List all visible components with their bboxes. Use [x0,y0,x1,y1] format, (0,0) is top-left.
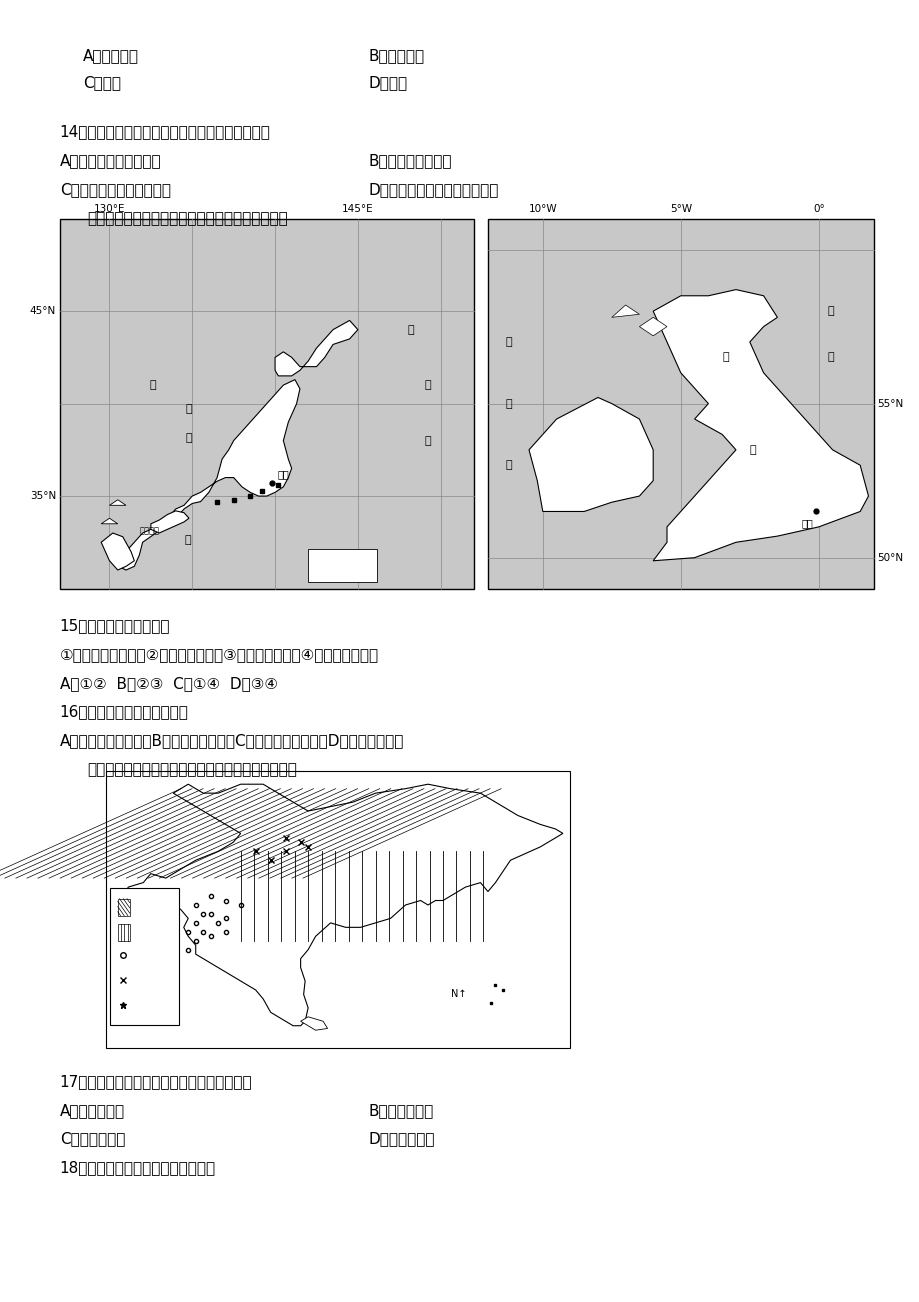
Text: 15．日本和英国均（　）: 15．日本和英国均（ ） [60,618,170,634]
Text: 55°N: 55°N [877,398,903,409]
Text: 太: 太 [407,324,414,335]
Text: 145°E: 145°E [342,203,373,214]
Bar [110,888,179,1025]
Text: 50°N: 50°N [877,552,902,562]
Text: 甲: 甲 [133,896,140,906]
Text: 大: 大 [505,337,512,348]
Text: ⊗工业区: ⊗工业区 [311,553,336,564]
Bar [60,219,473,589]
Text: 16．与日本相比，英国（　）: 16．与日本相比，英国（ ） [60,704,188,720]
Polygon shape [652,289,868,561]
Text: 戊: 戊 [133,996,140,1005]
Polygon shape [639,318,666,336]
Text: 5°W: 5°W [669,203,691,214]
Polygon shape [124,784,562,1026]
Text: 乙: 乙 [133,921,140,931]
Text: A．纬度位置: A．纬度位置 [83,48,139,64]
Polygon shape [114,380,300,570]
Text: 35°N: 35°N [29,491,56,501]
Polygon shape [275,320,357,376]
Polygon shape [109,500,126,505]
Text: 国: 国 [749,445,755,454]
Text: 日: 日 [186,404,192,414]
Polygon shape [611,305,639,318]
Text: 英: 英 [721,353,728,362]
Text: 洋: 洋 [185,535,191,544]
Text: D．洪涝灾害频繁，开发难度大: D．洪涝灾害频繁，开发难度大 [368,182,498,198]
Text: 丙: 丙 [133,945,140,956]
Text: D．丙、甲、乙: D．丙、甲、乙 [368,1131,434,1147]
Text: 读日本与英国的地理位置示意图，完成下面小题。: 读日本与英国的地理位置示意图，完成下面小题。 [87,211,288,227]
Text: A．平原面积较小　　B．植物种类较多　C．多火山、地震　　D．河流流量平稳: A．平原面积较小 B．植物种类较多 C．多火山、地震 D．河流流量平稳 [60,733,403,749]
Text: 下图表示印度主要农作物分布，据此完成下列各题。: 下图表示印度主要农作物分布，据此完成下列各题。 [87,762,297,777]
Text: 海: 海 [826,353,833,362]
Text: C．乙、甲、丙: C．乙、甲、丙 [60,1131,125,1147]
Bar [487,219,873,589]
Polygon shape [101,533,134,570]
Text: 濑户内海: 濑户内海 [140,527,160,535]
Text: 洋: 洋 [424,436,430,445]
Text: 18．关于印度，说法正确的是（　）: 18．关于印度，说法正确的是（ ） [60,1160,216,1176]
Text: 10°W: 10°W [528,203,557,214]
Text: 洋: 洋 [505,460,512,470]
Text: 130°E: 130°E [94,203,125,214]
Text: C．地形: C．地形 [83,76,120,91]
Text: C．人口稀少，劳动力不足: C．人口稀少，劳动力不足 [60,182,171,198]
Text: A．气候湿热，森林茂密: A．气候湿热，森林茂密 [60,154,161,169]
Text: N↑: N↑ [450,990,466,1000]
Text: 东京: 东京 [277,469,289,479]
Bar [308,549,377,582]
Text: 0°: 0° [812,203,823,214]
Bar [106,771,570,1048]
Text: ①为临海型工业　　②农业结构相同　③渔业较发达　　④经济发展水平高: ①为临海型工业 ②农业结构相同 ③渔业较发达 ④经济发展水平高 [60,647,379,663]
Text: A．①②  B．②③  C．①④  D．③④: A．①② B．②③ C．①④ D．③④ [60,676,278,691]
Text: B．海拔高，气温低: B．海拔高，气温低 [368,154,451,169]
Text: 本: 本 [186,432,192,443]
Text: B．海陆位置: B．海陆位置 [368,48,424,64]
Text: D．洋流: D．洋流 [368,76,407,91]
Text: 丁: 丁 [133,971,140,980]
Text: B．丙、乙、甲: B．丙、乙、甲 [368,1103,433,1118]
Polygon shape [101,518,118,523]
Text: 西: 西 [505,398,512,409]
Text: 伦敦: 伦敦 [800,518,812,529]
Bar [118,923,130,940]
Text: 14．加里曼丹岛内陆地区开发程度低，主要原因是: 14．加里曼丹岛内陆地区开发程度低，主要原因是 [60,124,270,139]
Polygon shape [528,397,652,512]
Text: 北: 北 [826,306,833,316]
Text: 45°N: 45°N [29,306,56,316]
Text: 17．正确表示棉花、水稻、小麦三种作物的是: 17．正确表示棉花、水稻、小麦三种作物的是 [60,1074,252,1090]
Text: 海: 海 [150,380,156,391]
Text: A．甲、乙、丙: A．甲、乙、丙 [60,1103,125,1118]
Text: 平: 平 [424,380,430,391]
Polygon shape [301,1017,327,1030]
Bar [118,898,130,915]
Polygon shape [151,510,188,533]
